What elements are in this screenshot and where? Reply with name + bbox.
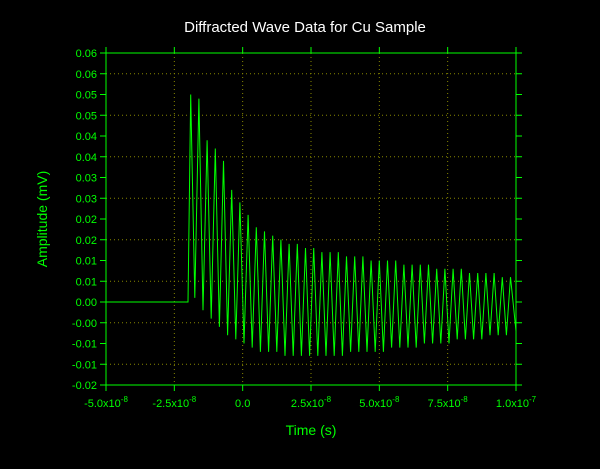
x-tick-label: 5.0x10-8 bbox=[359, 395, 400, 410]
y-tick-label: 0.02 bbox=[76, 235, 97, 247]
y-tick-label: 0.00 bbox=[76, 297, 97, 309]
y-tick-label: 0.06 bbox=[76, 69, 97, 81]
y-tick-label: 0.06 bbox=[76, 48, 97, 60]
y-axis: 0.06 0.06 0.05 0.05 0.04 0.04 0.03 0.03 0.02 0.02… bbox=[72, 48, 522, 392]
y-tick-label: 0.05 bbox=[76, 110, 97, 122]
y-tick-label: 0.04 bbox=[76, 131, 97, 143]
y-tick-label: 0.03 bbox=[76, 193, 97, 205]
x-tick-label: 7.5x10-8 bbox=[428, 395, 469, 410]
x-tick-label: -2.5x10-8 bbox=[152, 395, 196, 410]
y-tick-label: -0.01 bbox=[72, 339, 97, 351]
x-tick-label: 1.0x10-7 bbox=[496, 395, 537, 410]
series-line bbox=[106, 94, 517, 356]
x-tick-label: -5.0x10-8 bbox=[84, 395, 128, 410]
y-tick-label: 0.05 bbox=[76, 90, 97, 102]
x-tick-label: 0.0 bbox=[235, 398, 250, 410]
grid-lines bbox=[106, 53, 516, 385]
y-tick-label: -0.00 bbox=[72, 318, 97, 330]
x-tick-label: 2.5x10-8 bbox=[291, 395, 332, 410]
y-tick-label: -0.01 bbox=[72, 359, 97, 371]
y-tick-label: 0.01 bbox=[76, 276, 97, 288]
y-axis-label: Amplitude (mV) bbox=[34, 171, 50, 267]
y-tick-label: -0.02 bbox=[72, 380, 97, 392]
y-tick-label: 0.04 bbox=[76, 152, 97, 164]
x-axis-label: Time (s) bbox=[286, 422, 337, 438]
y-tick-label: 0.02 bbox=[76, 214, 97, 226]
y-tick-label: 0.03 bbox=[76, 173, 97, 185]
x-axis: -5.0x10-8 -2.5x10-8 0.0 2.5x10-8 5.0x10-8 7.5… bbox=[84, 47, 537, 410]
chart-title: Diffracted Wave Data for Cu Sample bbox=[184, 19, 426, 36]
y-tick-label: 0.01 bbox=[76, 256, 97, 268]
